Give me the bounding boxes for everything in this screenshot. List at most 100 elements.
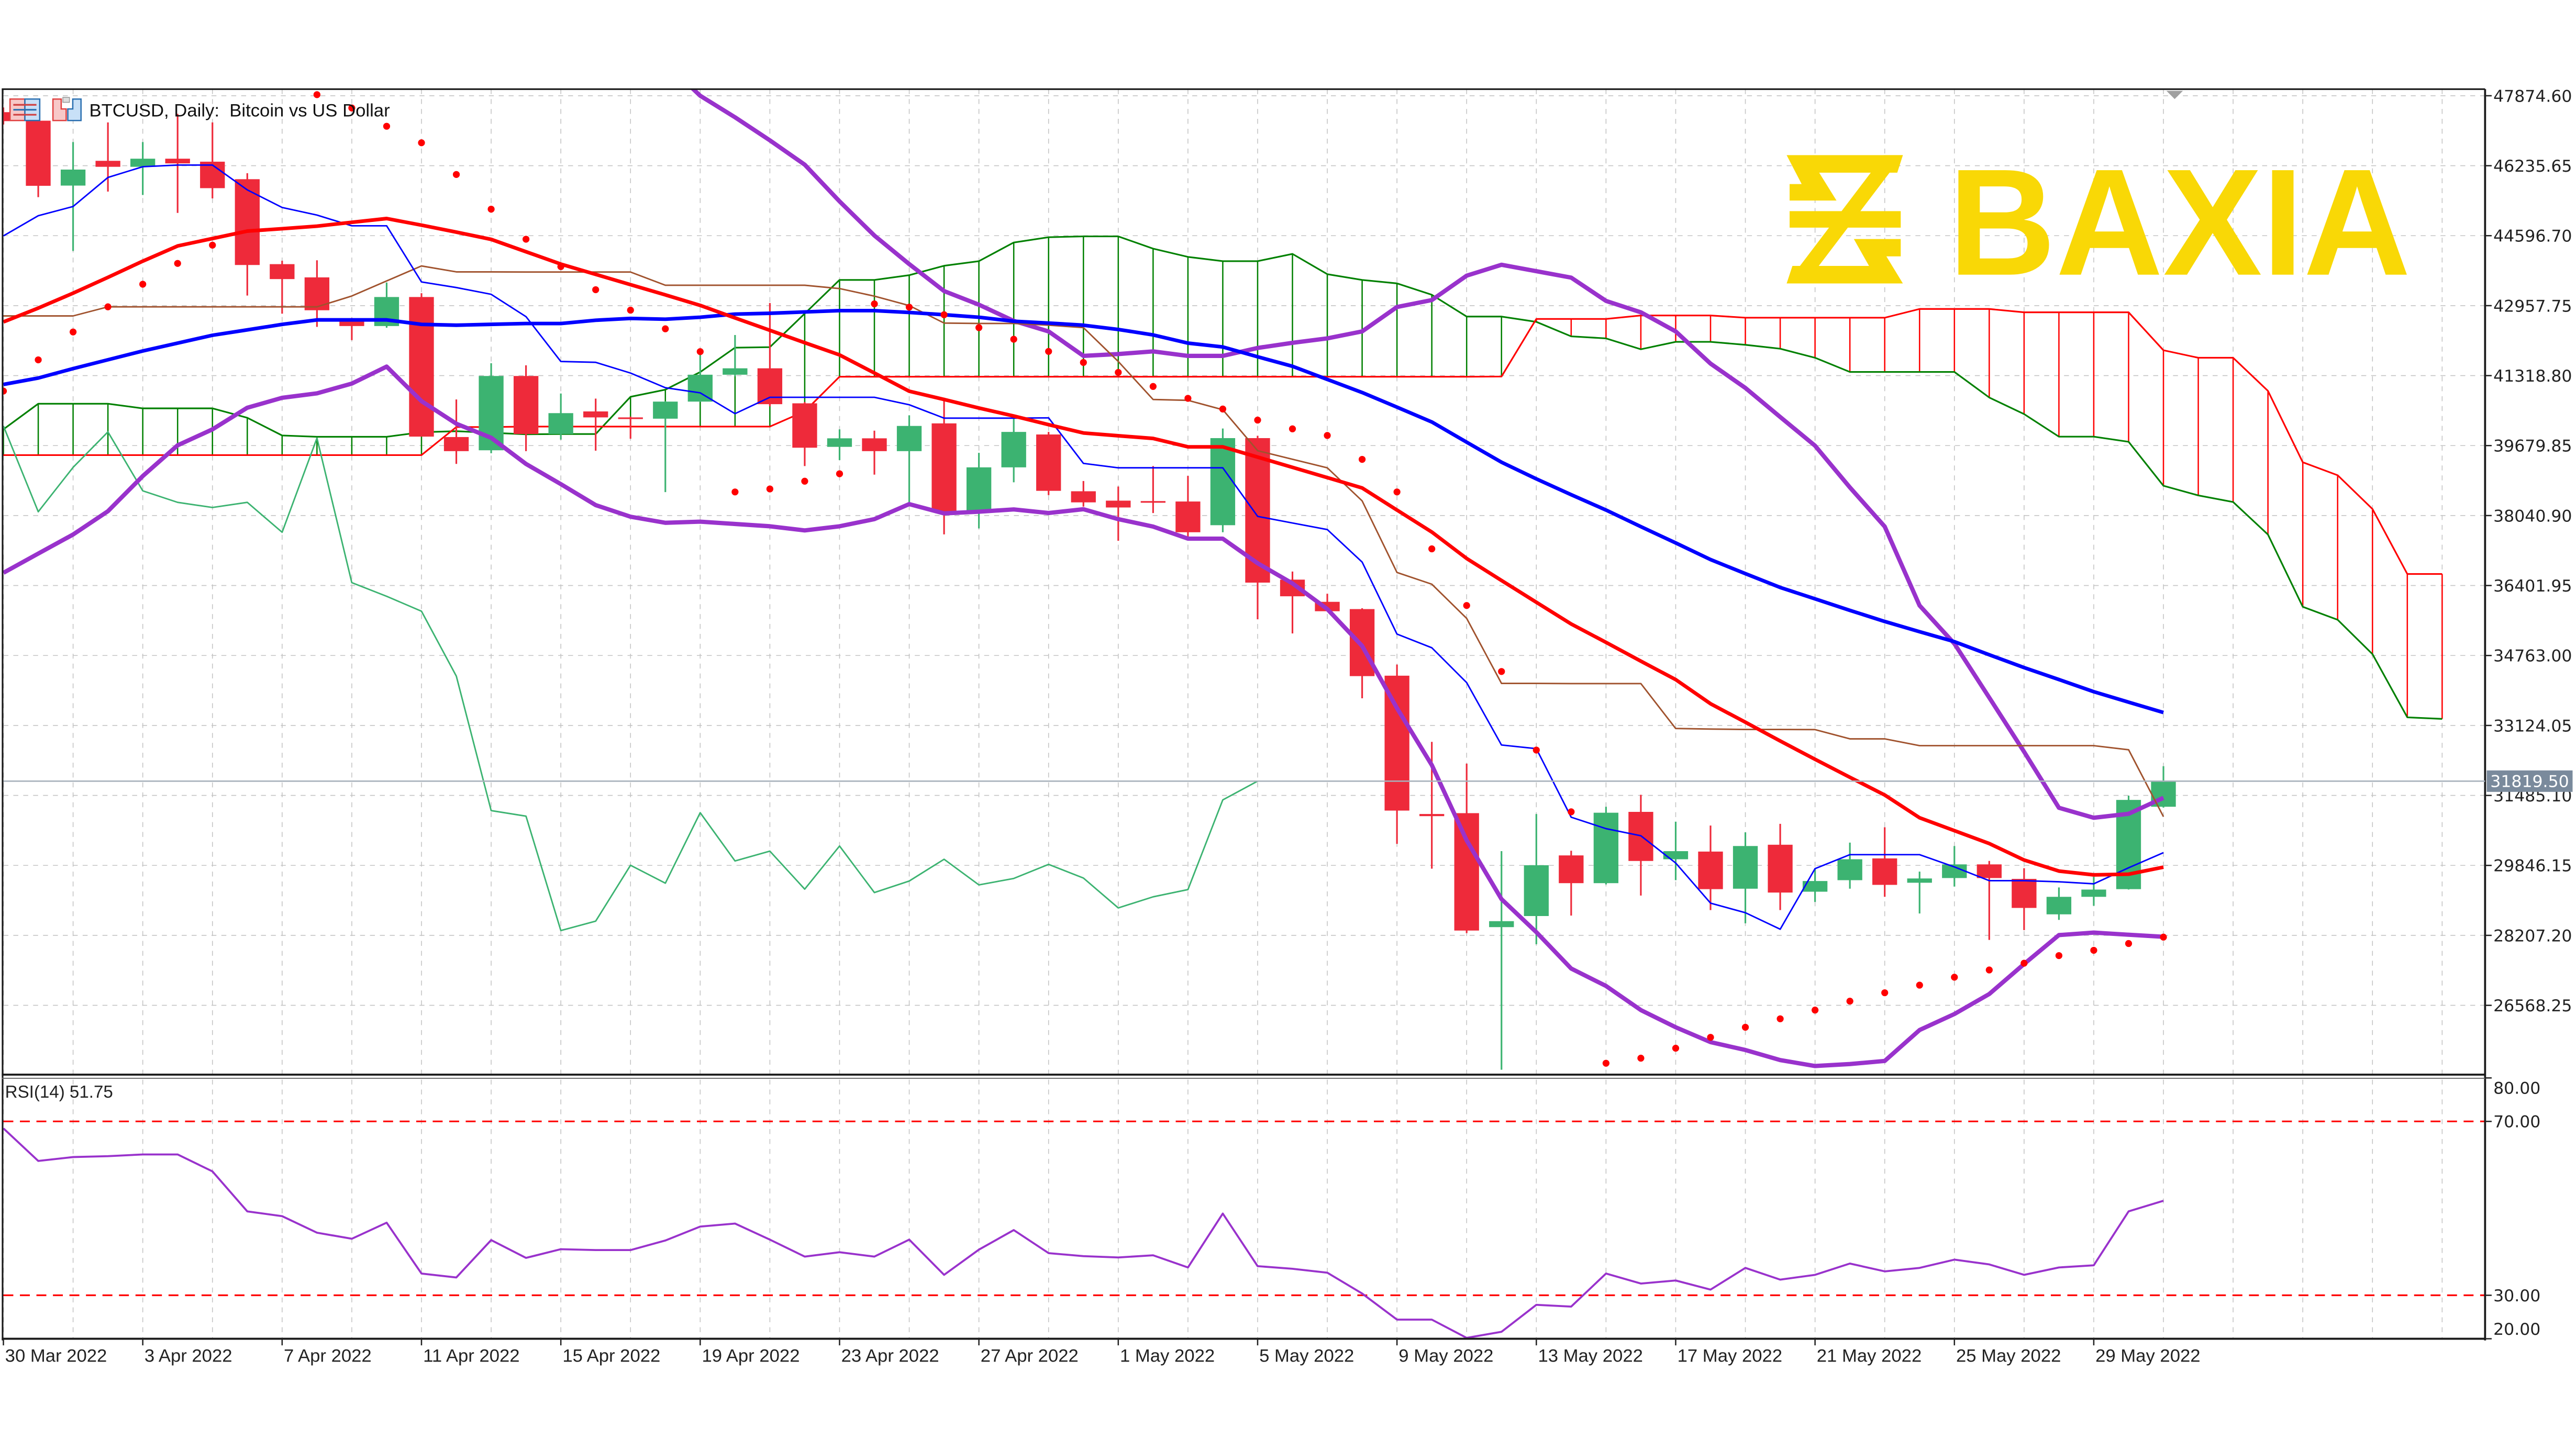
indicator-overlays: [3, 89, 2167, 1068]
price-axis-label: 26568.25: [2493, 997, 2572, 1015]
rsi-axis-label: 70.00: [2493, 1113, 2540, 1132]
candle-bearish: [1768, 823, 1793, 910]
candle-body: [792, 403, 817, 448]
candle-bearish: [1698, 825, 1723, 910]
candle-bearish: [1872, 827, 1897, 897]
candle-bearish: [1559, 851, 1584, 916]
candle-bearish: [1106, 486, 1131, 541]
current-price-marker: 31819.50: [3, 770, 2573, 792]
candle-bearish: [862, 430, 887, 475]
baxia-logo-mark-icon: [1786, 155, 1903, 284]
candle-body: [1175, 501, 1201, 532]
rsi-panel: [3, 1120, 2485, 1339]
candle-bullish: [1001, 416, 1026, 483]
rsi-label: RSI(14) 51.75: [5, 1082, 113, 1102]
candle-body: [1210, 438, 1236, 526]
parabolic-sar-dot: [522, 236, 530, 243]
parabolic-sar-dot: [1846, 998, 1853, 1005]
candle-body: [339, 321, 364, 326]
candle-body: [931, 423, 957, 512]
parabolic-sar-dot: [2090, 946, 2097, 954]
candle-body: [1559, 855, 1584, 884]
parabolic-sar-dot: [1672, 1044, 1680, 1052]
candle-bullish: [966, 453, 992, 529]
parabolic-sar-dot: [174, 260, 181, 267]
parabolic-sar-dot: [487, 205, 495, 213]
parabolic-sar-dot: [2020, 959, 2028, 967]
candle-body: [409, 297, 434, 437]
candle-bullish: [723, 335, 748, 377]
candle-bullish: [653, 401, 678, 493]
price-axis-label: 33124.05: [2493, 717, 2572, 735]
candle-bearish: [1384, 664, 1409, 844]
candle-body: [1698, 851, 1723, 889]
time-axis-label: 25 May 2022: [1956, 1346, 2061, 1366]
candle-bullish: [827, 429, 852, 460]
parabolic-sar-dot: [1602, 1059, 1610, 1067]
chart-frame: [2, 88, 2486, 1341]
price-axis-label: 46235.65: [2493, 157, 2572, 176]
time-axis-label: 30 Mar 2022: [5, 1346, 107, 1366]
time-axis-label: 27 Apr 2022: [981, 1346, 1079, 1366]
candle-bullish: [896, 415, 922, 504]
parabolic-sar-dot: [696, 348, 704, 355]
parabolic-sar-dot: [1045, 348, 1052, 355]
time-axis-label: 13 May 2022: [1538, 1346, 1642, 1366]
chart-shift-marker-icon[interactable]: [2166, 91, 2183, 99]
one-click-trading-icon[interactable]: [52, 97, 82, 121]
parabolic-sar-dot: [35, 356, 42, 364]
price-axis-label: 44596.70: [2493, 227, 2572, 246]
chart-properties-icon[interactable]: [9, 98, 41, 121]
candle-bullish: [1524, 814, 1549, 944]
candle-bearish: [2012, 868, 2037, 930]
parabolic-sar-dot: [1184, 395, 1192, 402]
candle-body: [1872, 858, 1897, 885]
candle-body: [1384, 675, 1409, 811]
candles: [3, 107, 2176, 1070]
parabolic-sar-dot: [801, 477, 808, 485]
parabolic-sar-dot: [69, 328, 77, 336]
parabolic-sar-dot: [1881, 989, 1889, 997]
price-axis-label: 38040.90: [2493, 507, 2572, 526]
parabolic-sar-dot: [592, 286, 599, 294]
candle-body: [1837, 859, 1862, 880]
candle-body: [2081, 889, 2106, 897]
parabolic-sar-dot: [1707, 1034, 1714, 1041]
candle-bullish: [2081, 876, 2106, 906]
candle-body: [1977, 864, 2002, 878]
parabolic-sar-dot: [3, 387, 7, 395]
chikou-span-line: [3, 426, 1258, 932]
candle-body: [1663, 851, 1689, 860]
candle-bullish: [1837, 842, 1862, 889]
parabolic-sar-dot: [139, 281, 147, 288]
candle-bearish: [792, 402, 817, 466]
candle-bearish: [757, 303, 783, 407]
parabolic-sar-dot: [975, 324, 983, 331]
parabolic-sar-dot: [1776, 1015, 1784, 1022]
candle-body: [1524, 865, 1549, 917]
parabolic-sar-dot: [1533, 746, 1540, 754]
candle-bearish: [1175, 476, 1201, 537]
parabolic-sar-dot: [1080, 359, 1087, 366]
parabolic-sar-dot: [1568, 808, 1575, 816]
parabolic-sar-dot: [1951, 974, 1958, 981]
time-axis-label: 1 May 2022: [1120, 1346, 1215, 1366]
parabolic-sar-dot: [2160, 933, 2167, 941]
moving-average-slow-line: [3, 308, 2164, 715]
rsi-axis-label: 20.00: [2493, 1320, 2540, 1339]
parabolic-sar-dot: [1289, 425, 1296, 432]
price-axis-label: 28207.20: [2493, 927, 2572, 945]
candle-bullish: [1489, 851, 1514, 1070]
parabolic-sar-dot: [627, 306, 634, 314]
candle-bullish: [60, 142, 86, 251]
candle-bearish: [583, 398, 608, 451]
senkou-span-b-line: [3, 308, 2442, 575]
parabolic-sar-dot: [940, 311, 948, 318]
candle-body: [200, 161, 225, 188]
candle-bearish: [443, 399, 469, 464]
rsi-line: [3, 1128, 2164, 1339]
candle-body: [2046, 897, 2072, 914]
bollinger-upper-line: [690, 89, 2164, 820]
candle-body: [235, 179, 260, 265]
